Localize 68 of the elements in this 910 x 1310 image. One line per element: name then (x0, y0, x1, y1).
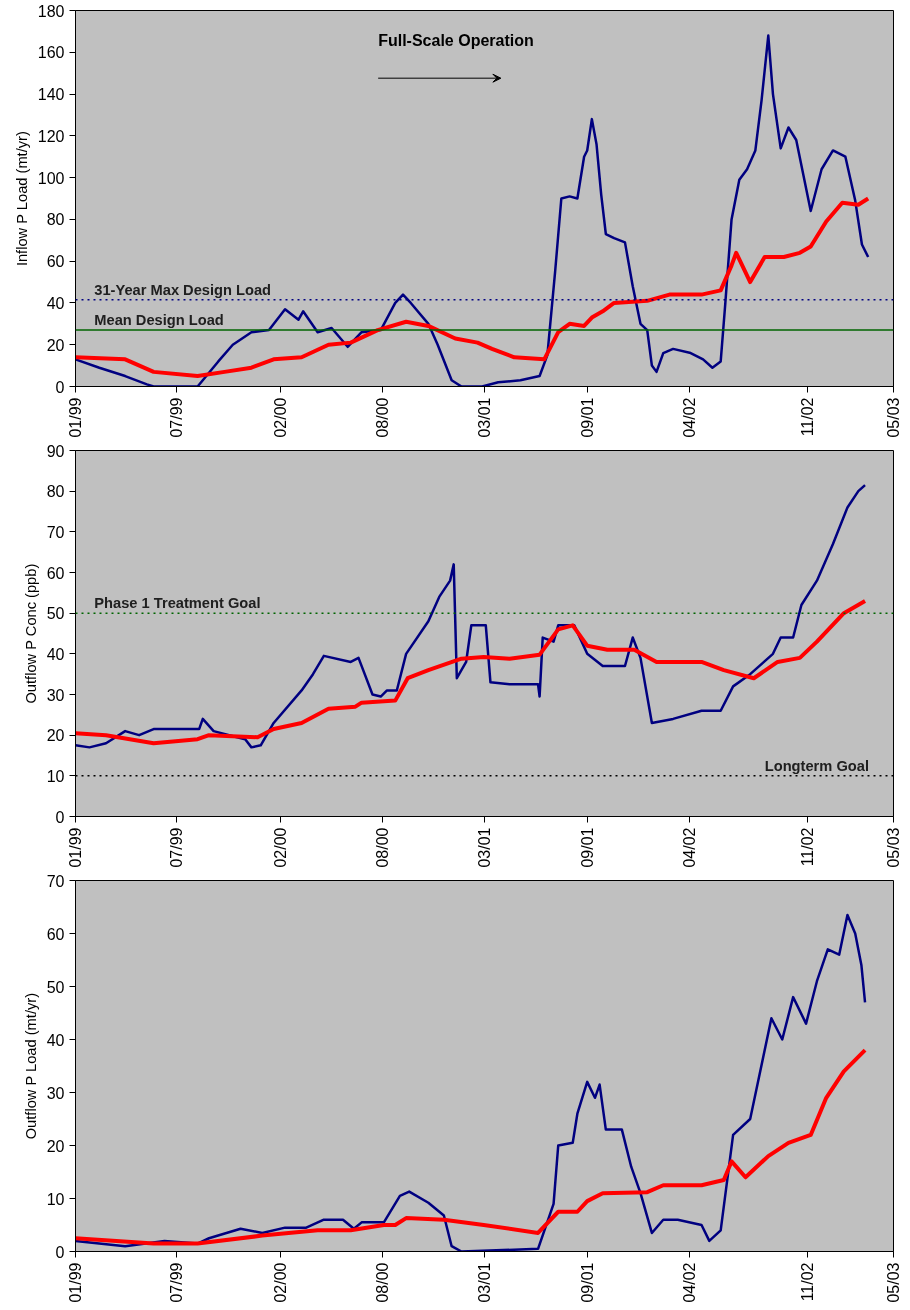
x-tick-label: 03/01 (475, 397, 493, 438)
y-tick-label: 60 (46, 925, 65, 943)
x-tick-label: 03/01 (475, 1262, 493, 1303)
ref-line-label: Mean Design Load (94, 312, 224, 329)
x-tick-label: 05/03 (885, 827, 902, 868)
y-tick-label: 80 (46, 211, 65, 229)
ref-line-label: Phase 1 Treatment Goal (94, 595, 261, 612)
y-tick-label: 60 (46, 564, 65, 582)
y-tick-label: 180 (37, 2, 65, 20)
x-tick-label: 01/99 (67, 1262, 84, 1303)
x-tick-label: 07/99 (168, 1262, 186, 1303)
x-tick-label: 04/02 (680, 1262, 698, 1303)
line-series (75, 913, 867, 1252)
x-tick-label: 05/03 (885, 397, 902, 438)
line-series (75, 598, 868, 746)
line-series (75, 1048, 868, 1246)
x-tick-label: 04/02 (680, 397, 698, 438)
x-tick-label: 11/02 (799, 827, 817, 867)
y-tick-label: 70 (46, 523, 65, 541)
x-tick-label: 02/00 (271, 397, 289, 438)
x-tick-label: 08/00 (373, 1262, 391, 1303)
x-tick-label: 03/01 (475, 827, 493, 868)
y-tick-label: 40 (46, 294, 65, 312)
y-tick-label: 50 (46, 978, 65, 996)
y-tick-label: 40 (46, 645, 65, 663)
y-tick-label: 50 (46, 605, 65, 623)
x-tick-label: 09/01 (578, 827, 596, 868)
y-tick-label: 70 (46, 872, 65, 890)
x-tick-label: 02/00 (271, 1262, 289, 1303)
x-tick-label: 02/00 (271, 827, 289, 868)
y-tick-label: 10 (46, 1190, 65, 1208)
y-tick-label: 0 (55, 808, 65, 826)
ref-line-label: 31-Year Max Design Load (94, 281, 272, 298)
y-tick-label: 90 (46, 442, 65, 460)
x-tick-label: 11/02 (799, 1262, 817, 1302)
y-tick-label: 20 (46, 727, 65, 745)
ref-line-label: Longterm Goal (764, 757, 869, 774)
line-series (75, 483, 867, 749)
line-series (75, 196, 871, 379)
x-tick-label: 01/99 (67, 827, 84, 868)
y-axis-title: Outflow P Conc (ppb) (22, 563, 39, 704)
y-tick-label: 40 (46, 1031, 65, 1049)
y-tick-label: 80 (46, 483, 65, 501)
y-axis-title: Outflow P Load (mt/yr) (22, 992, 39, 1140)
x-tick-label: 08/00 (373, 397, 391, 438)
y-axis-title: Inflow P Load (mt/yr) (13, 131, 30, 267)
x-tick-label: 07/99 (168, 827, 186, 868)
y-tick-label: 0 (55, 378, 65, 396)
x-tick-label: 04/02 (680, 827, 698, 868)
y-tick-label: 140 (37, 86, 65, 104)
annotation: Full-Scale Operation (378, 32, 534, 50)
y-tick-label: 120 (37, 127, 65, 145)
y-tick-label: 0 (55, 1243, 65, 1261)
y-tick-label: 60 (46, 253, 65, 271)
y-tick-label: 20 (46, 1137, 65, 1155)
x-tick-label: 09/01 (578, 397, 596, 438)
y-tick-label: 30 (46, 1084, 65, 1102)
x-tick-label: 07/99 (168, 397, 186, 438)
y-tick-label: 10 (46, 767, 65, 785)
y-tick-label: 20 (46, 336, 65, 354)
y-tick-label: 30 (46, 686, 65, 704)
y-tick-label: 100 (37, 169, 65, 187)
x-tick-label: 01/99 (67, 397, 84, 438)
x-tick-label: 05/03 (885, 1262, 902, 1303)
x-tick-label: 11/02 (799, 397, 817, 437)
x-tick-label: 08/00 (373, 827, 391, 868)
x-tick-label: 09/01 (578, 1262, 596, 1303)
y-tick-label: 160 (37, 44, 65, 62)
